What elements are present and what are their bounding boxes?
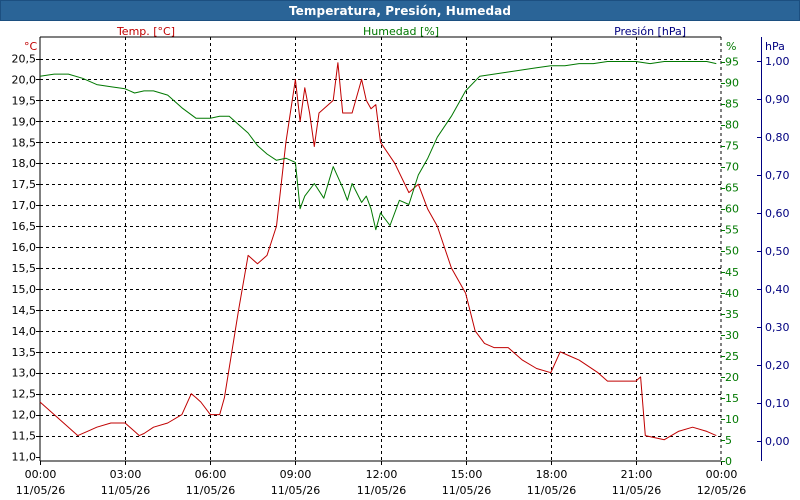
humidity-tick-label: 15 [725, 392, 739, 405]
temp-tick-label: 19,0 [12, 115, 37, 128]
temp-tick-label: 18,5 [12, 136, 37, 149]
humidity-tick-label: 25 [725, 350, 739, 363]
temp-tick-label: 13,5 [12, 346, 37, 359]
temp-tick-label: 20,5 [12, 53, 37, 66]
temp-tick-label: 15,0 [12, 283, 37, 296]
humidity-tick-label: 65 [725, 182, 739, 195]
humidity-tick-label: 45 [725, 266, 739, 279]
pressure-axis-title: Presión [hPa] [614, 25, 686, 38]
pressure-tick-label: 1,00 [765, 55, 790, 68]
humidity-tick-label: 35 [725, 308, 739, 321]
temp-unit-label: °C [24, 40, 38, 53]
pressure-tick-label: 0,40 [765, 283, 790, 296]
x-tick-time: 03:00 [110, 468, 142, 481]
humidity-tick-label: 70 [725, 161, 739, 174]
temp-tick-label: 11,5 [12, 430, 37, 443]
x-tick-time: 12:00 [366, 468, 398, 481]
x-tick-date: 11/05/26 [612, 484, 661, 497]
temp-tick-label: 20,0 [12, 73, 37, 86]
x-tick-date: 11/05/26 [357, 484, 406, 497]
x-tick-date: 11/05/26 [101, 484, 150, 497]
temp-tick-label: 13,0 [12, 367, 37, 380]
x-tick-date: 11/05/26 [442, 484, 491, 497]
temp-tick-label: 12,5 [12, 388, 37, 401]
pressure-tick-label: 0,60 [765, 207, 790, 220]
temp-tick-label: 12,0 [12, 409, 37, 422]
pressure-tick-label: 0,30 [765, 321, 790, 334]
x-tick-time: 09:00 [280, 468, 312, 481]
temp-tick-label: 15,5 [12, 262, 37, 275]
chart-title-bar: Temperatura, Presión, Humedad [0, 0, 800, 21]
x-tick-time: 06:00 [195, 468, 227, 481]
humidity-tick-label: 90 [725, 77, 739, 90]
temp-tick-label: 17,5 [12, 178, 37, 191]
temp-tick-label: 19,5 [12, 94, 37, 107]
humidity-tick-label: 40 [725, 287, 739, 300]
x-tick-time: 18:00 [536, 468, 568, 481]
pressure-tick-label: 0,20 [765, 359, 790, 372]
pressure-unit-label: hPa [765, 40, 785, 53]
temp-tick-label: 14,0 [12, 325, 37, 338]
chart-title: Temperatura, Presión, Humedad [288, 3, 512, 18]
temp-axis-title: Temp. [°C] [116, 25, 175, 38]
pressure-tick-label: 0,00 [765, 435, 790, 448]
x-tick-time: 00:00 [25, 468, 57, 481]
humidity-axis-title: Humedad [%] [363, 25, 439, 38]
humidity-tick-label: 30 [725, 329, 739, 342]
x-tick-date: 11/05/26 [16, 484, 65, 497]
humidity-tick-label: 0 [725, 455, 732, 468]
humidity-tick-label: 75 [725, 140, 739, 153]
temp-tick-label: 14,5 [12, 304, 37, 317]
humidity-tick-label: 60 [725, 203, 739, 216]
x-tick-time: 00:00 [706, 468, 738, 481]
humidity-tick-label: 55 [725, 224, 739, 237]
humidity-tick-label: 5 [725, 434, 732, 447]
humidity-tick-label: 20 [725, 371, 739, 384]
x-tick-date: 11/05/26 [527, 484, 576, 497]
humidity-tick-label: 10 [725, 413, 739, 426]
x-tick-date: 12/05/26 [697, 484, 746, 497]
pressure-tick-label: 0,70 [765, 169, 790, 182]
humidity-tick-label: 95 [725, 56, 739, 69]
temp-tick-label: 18,0 [12, 157, 37, 170]
temperature-series-line [39, 62, 717, 441]
x-tick-date: 11/05/26 [186, 484, 235, 497]
humidity-tick-label: 50 [725, 245, 739, 258]
x-tick-date: 11/05/26 [271, 484, 320, 497]
pressure-tick-label: 0,90 [765, 93, 790, 106]
x-tick-time: 15:00 [451, 468, 483, 481]
humidity-series-line [39, 61, 717, 231]
temp-tick-label: 16,5 [12, 220, 37, 233]
humidity-unit-label: % [726, 40, 736, 53]
pressure-tick-label: 0,10 [765, 397, 790, 410]
pressure-tick-label: 0,80 [765, 131, 790, 144]
temp-tick-label: 17,0 [12, 199, 37, 212]
humidity-tick-label: 80 [725, 119, 739, 132]
humidity-tick-label: 85 [725, 98, 739, 111]
pressure-tick-label: 0,50 [765, 245, 790, 258]
temp-tick-label: 11,0 [12, 451, 37, 464]
temp-tick-label: 16,0 [12, 241, 37, 254]
x-tick-time: 21:00 [621, 468, 653, 481]
